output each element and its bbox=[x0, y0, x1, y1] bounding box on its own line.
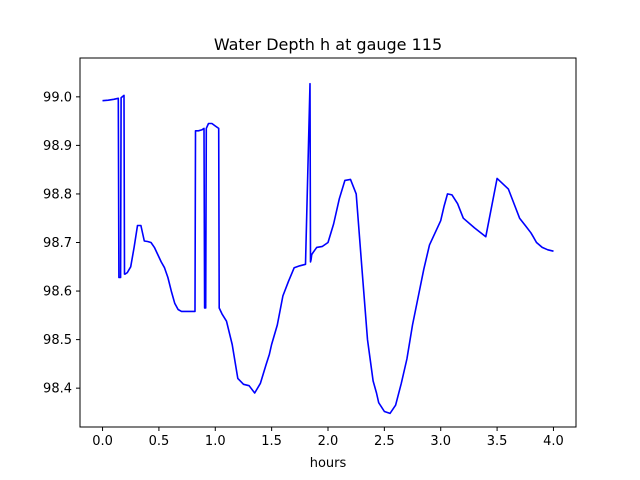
y-tick-label: 98.7 bbox=[43, 236, 72, 251]
y-tick-label: 98.5 bbox=[43, 333, 72, 348]
y-tick-label: 98.8 bbox=[43, 187, 72, 202]
plot-area: 0.0 0.5 1.0 1.5 2.0 2.5 3.0 3.5 4.0 98.4 98.5 98.6… bbox=[43, 57, 577, 449]
y-axis: 98.4 98.5 98.6 98.7 98.8 98.9 99.0 bbox=[43, 90, 80, 397]
x-tick-label: 2.5 bbox=[374, 434, 395, 449]
chart-title: Water Depth h at gauge 115 bbox=[214, 35, 442, 54]
x-tick-label: 1.5 bbox=[261, 434, 282, 449]
x-tick-label: 0.5 bbox=[149, 434, 170, 449]
x-tick-label: 4.0 bbox=[543, 434, 564, 449]
plot-frame bbox=[79, 57, 577, 428]
x-tick-label: 3.0 bbox=[430, 434, 451, 449]
x-tick-label: 2.0 bbox=[318, 434, 339, 449]
x-tick-label: 3.5 bbox=[487, 434, 508, 449]
x-tick-label: 1.0 bbox=[205, 434, 226, 449]
x-tick-label: 0.0 bbox=[92, 434, 113, 449]
y-tick-label: 98.6 bbox=[43, 285, 72, 300]
x-axis-label: hours bbox=[310, 456, 347, 471]
series-line-0 bbox=[102, 82, 554, 415]
y-tick-label: 99.0 bbox=[43, 90, 72, 105]
y-tick-label: 98.4 bbox=[43, 382, 72, 397]
y-tick-label: 98.9 bbox=[43, 139, 72, 154]
series-group bbox=[102, 82, 554, 415]
x-axis: 0.0 0.5 1.0 1.5 2.0 2.5 3.0 3.5 4.0 bbox=[92, 427, 564, 449]
